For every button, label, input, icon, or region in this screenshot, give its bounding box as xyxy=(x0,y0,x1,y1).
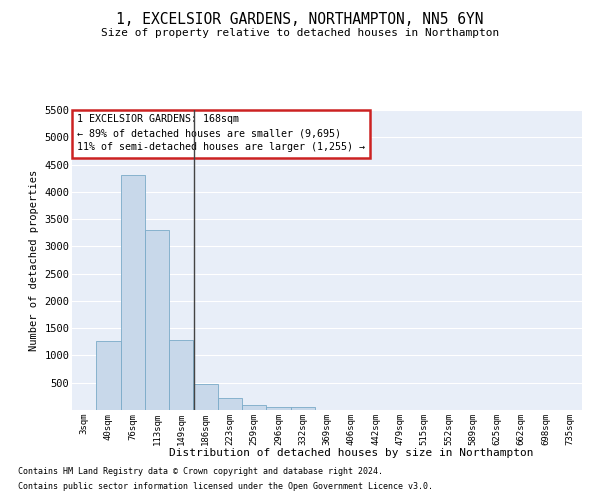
Bar xyxy=(96,340,121,410)
Bar xyxy=(169,340,193,410)
Bar xyxy=(266,406,290,410)
Bar xyxy=(193,384,218,410)
Text: 1 EXCELSIOR GARDENS: 168sqm
← 89% of detached houses are smaller (9,695)
11% of : 1 EXCELSIOR GARDENS: 168sqm ← 89% of det… xyxy=(77,114,365,152)
Bar xyxy=(242,405,266,410)
Text: Size of property relative to detached houses in Northampton: Size of property relative to detached ho… xyxy=(101,28,499,38)
Y-axis label: Number of detached properties: Number of detached properties xyxy=(29,170,38,350)
Text: Contains HM Land Registry data © Crown copyright and database right 2024.: Contains HM Land Registry data © Crown c… xyxy=(18,467,383,476)
Bar xyxy=(290,407,315,410)
Bar xyxy=(218,398,242,410)
Bar xyxy=(145,230,169,410)
Text: Contains public sector information licensed under the Open Government Licence v3: Contains public sector information licen… xyxy=(18,482,433,491)
Bar xyxy=(121,176,145,410)
Text: 1, EXCELSIOR GARDENS, NORTHAMPTON, NN5 6YN: 1, EXCELSIOR GARDENS, NORTHAMPTON, NN5 6… xyxy=(116,12,484,28)
Text: Distribution of detached houses by size in Northampton: Distribution of detached houses by size … xyxy=(169,448,533,458)
